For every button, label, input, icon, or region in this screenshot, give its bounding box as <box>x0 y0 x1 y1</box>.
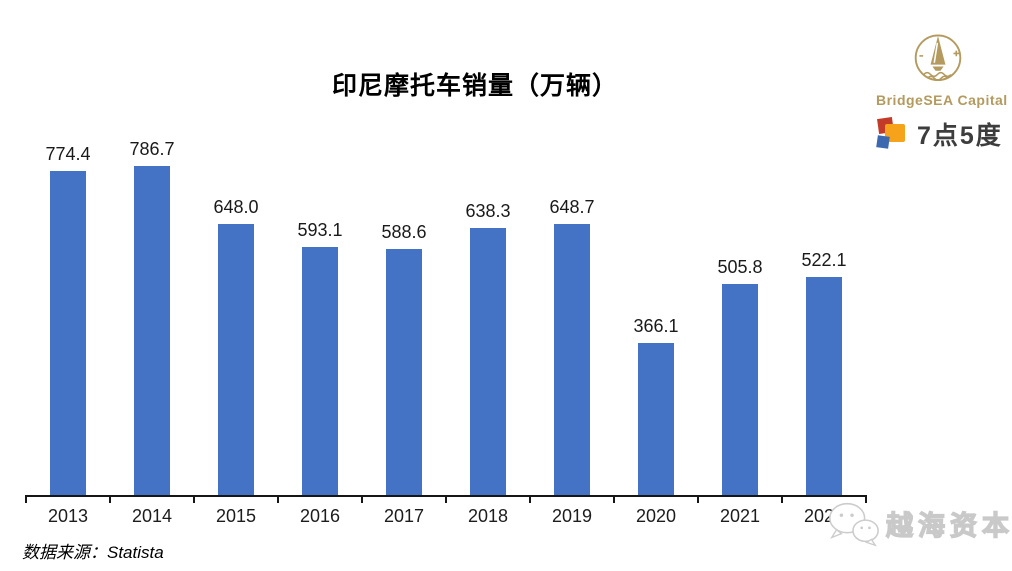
x-axis-label-2014: 2014 <box>131 506 173 526</box>
bar-2021 <box>722 284 758 497</box>
axis-tick <box>697 497 699 503</box>
seven-five-name: 7点5度 <box>917 122 1003 150</box>
bar-value-label: 505.8 <box>717 257 763 277</box>
bar-value-label: 648.0 <box>213 197 259 217</box>
bar-column: 593.1 <box>278 160 362 497</box>
bar-2020 <box>638 343 674 497</box>
axis-tick <box>109 497 111 503</box>
axis-tick <box>361 497 363 503</box>
axis-tick <box>529 497 531 503</box>
chart-title: 印尼摩托车销量（万辆） <box>331 72 618 100</box>
bridgesea-name: BridgeSEA Capital <box>876 92 1008 108</box>
bar-column: 505.8 <box>698 160 782 497</box>
blue-square-icon <box>876 135 890 149</box>
watermark-text: 越海资本 <box>885 510 1012 541</box>
axis-tick <box>613 497 615 503</box>
bar-value-label: 774.4 <box>45 144 91 164</box>
bridgesea-sailboat-icon <box>914 34 962 82</box>
seven-five-logo: 7点5度 <box>876 116 1004 152</box>
bar-value-label: 366.1 <box>633 316 679 336</box>
wechat-icon <box>829 502 879 547</box>
x-axis-label-2013: 2013 <box>47 506 89 526</box>
x-axis-labels: 2013 2014 2015 2016 2017 2018 2019 2020 2021 2022 <box>26 506 866 527</box>
bar-column: 522.1 <box>782 160 866 497</box>
x-axis-label-2019: 2019 <box>551 506 593 526</box>
x-axis-line <box>25 495 867 503</box>
bar-2018 <box>470 228 506 497</box>
bar-2017 <box>386 249 422 497</box>
x-axis-label-2015: 2015 <box>215 506 257 526</box>
watermark: 越海资本 <box>824 498 1012 548</box>
bar-value-label: 786.7 <box>129 139 175 159</box>
bar-2022 <box>806 277 842 497</box>
bar-column: 648.7 <box>530 160 614 497</box>
bar-value-label: 593.1 <box>297 220 343 240</box>
bar-column: 588.6 <box>362 160 446 497</box>
axis-tick <box>445 497 447 503</box>
bar-2019 <box>554 224 590 497</box>
bar-2016 <box>302 247 338 497</box>
axis-tick <box>277 497 279 503</box>
bar-column: 786.7 <box>110 139 194 497</box>
x-axis-label-2018: 2018 <box>467 506 509 526</box>
bar-column: 366.1 <box>614 160 698 497</box>
x-axis-label-2021: 2021 <box>719 506 761 526</box>
axis-tick <box>25 497 27 503</box>
orange-square-icon <box>885 124 905 142</box>
x-axis-label-2017: 2017 <box>383 506 425 526</box>
bar-value-label: 638.3 <box>465 201 511 221</box>
axis-tick <box>193 497 195 503</box>
bar-value-label: 648.7 <box>549 197 595 217</box>
plot-area: 774.4 786.7 648.0 593.1 588.6 638.3 648.7 366.1… <box>26 139 866 497</box>
axis-tick <box>865 497 867 503</box>
bar-column: 638.3 <box>446 160 530 497</box>
source-note: 数据来源：Statista <box>22 543 164 562</box>
x-axis-label-2020: 2020 <box>635 506 677 526</box>
bar-value-label: 588.6 <box>381 222 427 242</box>
bar-column: 648.0 <box>194 160 278 497</box>
bar-value-label: 522.1 <box>801 250 847 270</box>
bar-2014 <box>134 166 170 497</box>
bar-2015 <box>218 224 254 497</box>
bar-2013 <box>50 171 86 497</box>
bridgesea-logo: BridgeSEA Capital <box>876 28 1008 108</box>
x-axis-label-2016: 2016 <box>299 506 341 526</box>
bar-column: 774.4 <box>26 144 110 497</box>
seven-five-squares-icon <box>876 117 912 151</box>
axis-tick <box>781 497 783 503</box>
